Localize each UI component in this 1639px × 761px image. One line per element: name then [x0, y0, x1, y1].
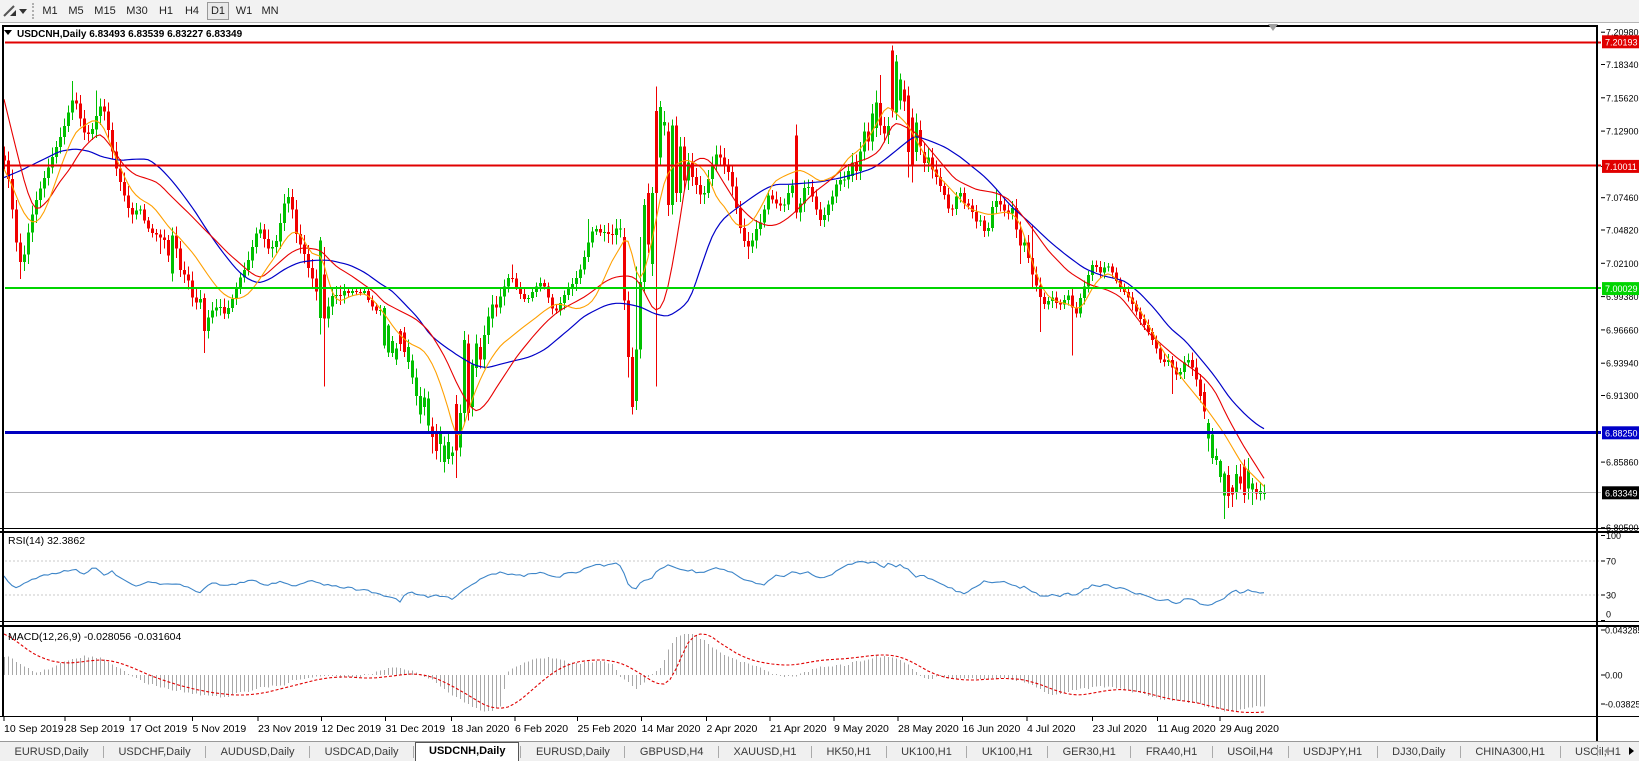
svg-text:MACD(12,26,9) -0.028056 -0.031: MACD(12,26,9) -0.028056 -0.031604 — [8, 631, 182, 643]
svg-text:6 Feb 2020: 6 Feb 2020 — [515, 723, 568, 735]
svg-text:7.10011: 7.10011 — [1605, 162, 1637, 172]
svg-text:18 Jan 2020: 18 Jan 2020 — [452, 723, 510, 735]
svg-text:4 Jul 2020: 4 Jul 2020 — [1027, 723, 1076, 735]
svg-text:28 May 2020: 28 May 2020 — [898, 723, 959, 735]
svg-text:25 Feb 2020: 25 Feb 2020 — [578, 723, 637, 735]
svg-text:RSI(14) 32.3862: RSI(14) 32.3862 — [8, 535, 85, 547]
svg-text:0.043285: 0.043285 — [1605, 626, 1639, 636]
svg-text:6.93940: 6.93940 — [1606, 359, 1639, 369]
svg-text:6.91300: 6.91300 — [1606, 391, 1639, 401]
svg-text:21 Apr 2020: 21 Apr 2020 — [770, 723, 827, 735]
svg-text:6.85860: 6.85860 — [1606, 458, 1639, 468]
svg-text:23 Nov 2019: 23 Nov 2019 — [258, 723, 318, 735]
svg-text:10 Sep 2019: 10 Sep 2019 — [4, 723, 64, 735]
svg-text:100: 100 — [1606, 531, 1621, 541]
svg-text:12 Dec 2019: 12 Dec 2019 — [322, 723, 382, 735]
svg-text:6.80500: 6.80500 — [1606, 523, 1639, 533]
svg-text:7.00029: 7.00029 — [1605, 284, 1638, 294]
svg-text:29 Aug 2020: 29 Aug 2020 — [1220, 723, 1279, 735]
svg-text:6.83349: 6.83349 — [1605, 488, 1638, 498]
svg-text:16 Jun 2020: 16 Jun 2020 — [963, 723, 1021, 735]
svg-text:5 Nov 2019: 5 Nov 2019 — [193, 723, 247, 735]
svg-text:9 May 2020: 9 May 2020 — [834, 723, 889, 735]
svg-text:23 Jul 2020: 23 Jul 2020 — [1093, 723, 1147, 735]
svg-text:7.20980: 7.20980 — [1606, 28, 1639, 38]
svg-text:6.96660: 6.96660 — [1606, 325, 1639, 335]
svg-text:USDCNH,Daily 6.83493 6.83539: USDCNH,Daily 6.83493 6.83539 6.83227 6.8… — [17, 29, 243, 40]
svg-text:-0.038253: -0.038253 — [1605, 700, 1639, 710]
svg-text:7.04820: 7.04820 — [1606, 226, 1639, 236]
svg-text:11 Aug 2020: 11 Aug 2020 — [1158, 723, 1216, 735]
svg-text:17 Oct 2019: 17 Oct 2019 — [130, 723, 187, 735]
svg-text:7.07460: 7.07460 — [1606, 193, 1639, 203]
svg-text:7.02100: 7.02100 — [1606, 259, 1639, 269]
svg-text:7.20193: 7.20193 — [1605, 37, 1638, 47]
svg-text:0.00: 0.00 — [1605, 671, 1623, 681]
svg-text:14 Mar 2020: 14 Mar 2020 — [642, 723, 701, 735]
svg-text:30: 30 — [1606, 591, 1616, 601]
svg-text:6.88250: 6.88250 — [1605, 428, 1638, 438]
svg-text:31 Dec 2019: 31 Dec 2019 — [386, 723, 446, 735]
svg-text:28 Sep 2019: 28 Sep 2019 — [65, 723, 125, 735]
svg-text:2 Apr 2020: 2 Apr 2020 — [707, 723, 758, 735]
svg-text:7.18340: 7.18340 — [1606, 60, 1639, 70]
svg-text:7.12900: 7.12900 — [1606, 127, 1639, 137]
svg-text:0: 0 — [1606, 610, 1611, 620]
svg-text:7.15620: 7.15620 — [1606, 93, 1639, 103]
svg-text:70: 70 — [1606, 557, 1616, 567]
svg-text:6.99380: 6.99380 — [1606, 292, 1639, 302]
